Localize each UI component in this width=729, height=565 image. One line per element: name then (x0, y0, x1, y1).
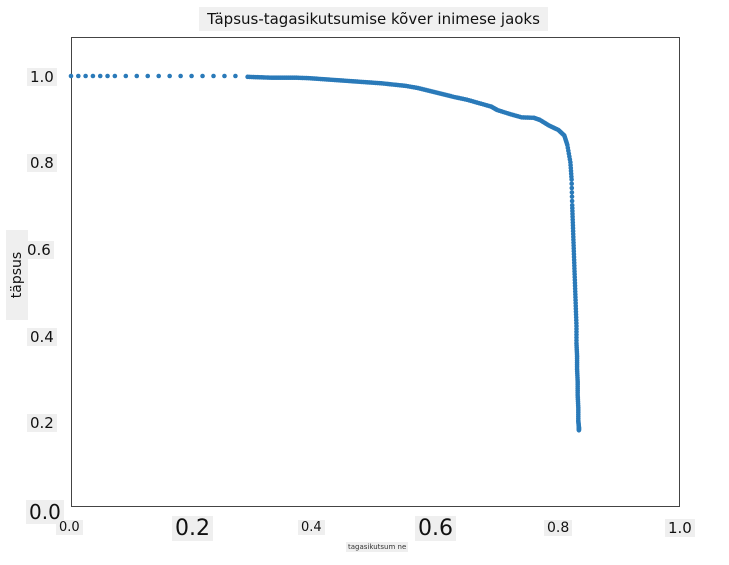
data-point (569, 177, 574, 182)
data-point (200, 73, 205, 79)
data-point (76, 73, 81, 79)
x-tick-label: 0.6 (415, 516, 456, 541)
data-point (68, 73, 74, 79)
data-point (569, 181, 574, 187)
data-point (189, 73, 194, 79)
data-point (576, 427, 582, 433)
data-point (569, 190, 575, 195)
data-point (90, 73, 96, 79)
title-background (199, 7, 548, 31)
y-tick-label: 0.0 (26, 500, 64, 524)
x-tick-label: 0.8 (544, 520, 573, 536)
x-tick-label: 1.0 (665, 519, 695, 537)
y-tick-label: 0.6 (24, 241, 54, 259)
data-point (222, 73, 227, 79)
data-point (569, 194, 575, 199)
data-point (145, 73, 151, 79)
data-point (156, 73, 161, 79)
y-tick-label: 0.2 (27, 414, 57, 432)
data-point (134, 73, 140, 79)
data-point (97, 73, 103, 79)
x-tick-label: 0.0 (56, 520, 83, 535)
data-point (569, 198, 575, 204)
y-tick-label: 1.0 (27, 68, 57, 86)
data-point (211, 73, 216, 79)
data-point (123, 73, 129, 79)
data-point (167, 73, 172, 79)
data-point (105, 73, 110, 79)
data-point (178, 73, 183, 79)
data-point (83, 73, 88, 79)
data-point (233, 73, 238, 79)
x-tick-label: 0.2 (172, 516, 213, 541)
data-point (569, 185, 575, 191)
y-axis-label-text: täpsus (9, 251, 25, 299)
y-tick-label: 0.8 (27, 154, 57, 172)
y-axis-label: täpsus (6, 230, 28, 320)
x-tick-label: 0.4 (298, 520, 325, 535)
chart-title: Täpsus-tagasikutsumise kõver inimese jao… (207, 10, 540, 28)
y-tick-label: 0.4 (27, 328, 57, 346)
data-point (112, 73, 118, 79)
x-axis-label: tagasikutsum ne (346, 542, 409, 552)
